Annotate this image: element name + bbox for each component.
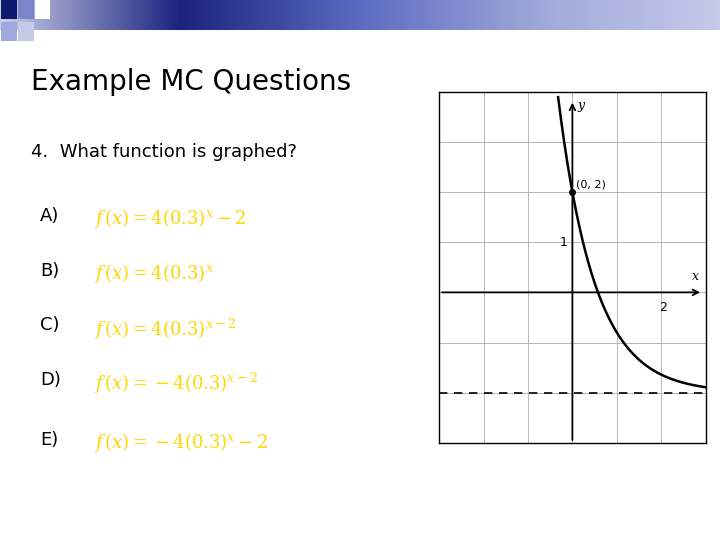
- Text: 1: 1: [559, 236, 567, 249]
- Text: $f\,(x)=4(0.3)^{x}-2$: $f\,(x)=4(0.3)^{x}-2$: [94, 207, 246, 230]
- Text: Example MC Questions: Example MC Questions: [31, 68, 351, 96]
- Text: C): C): [40, 316, 60, 334]
- Text: $f\,(x)=4(0.3)^{x-2}$: $f\,(x)=4(0.3)^{x-2}$: [94, 316, 236, 342]
- Bar: [1, 0, 17, 19]
- Text: y: y: [577, 99, 585, 112]
- Text: $f\,(x)=-4(0.3)^{x-2}$: $f\,(x)=-4(0.3)^{x-2}$: [94, 371, 258, 396]
- Text: B): B): [40, 262, 60, 280]
- Bar: [35, 0, 50, 19]
- Text: 4.  What function is graphed?: 4. What function is graphed?: [31, 143, 297, 160]
- Text: $f\,(x)=4(0.3)^{x}$: $f\,(x)=4(0.3)^{x}$: [94, 262, 214, 285]
- Text: (0, 2): (0, 2): [576, 180, 606, 190]
- Bar: [1, 22, 17, 41]
- Text: $f\,(x)=-4(0.3)^{x}-2$: $f\,(x)=-4(0.3)^{x}-2$: [94, 431, 268, 454]
- Text: A): A): [40, 207, 60, 225]
- Bar: [18, 22, 34, 41]
- Text: D): D): [40, 371, 61, 389]
- Text: x: x: [692, 271, 699, 284]
- Bar: [18, 0, 34, 19]
- Text: 2: 2: [660, 301, 667, 314]
- Text: E): E): [40, 431, 58, 449]
